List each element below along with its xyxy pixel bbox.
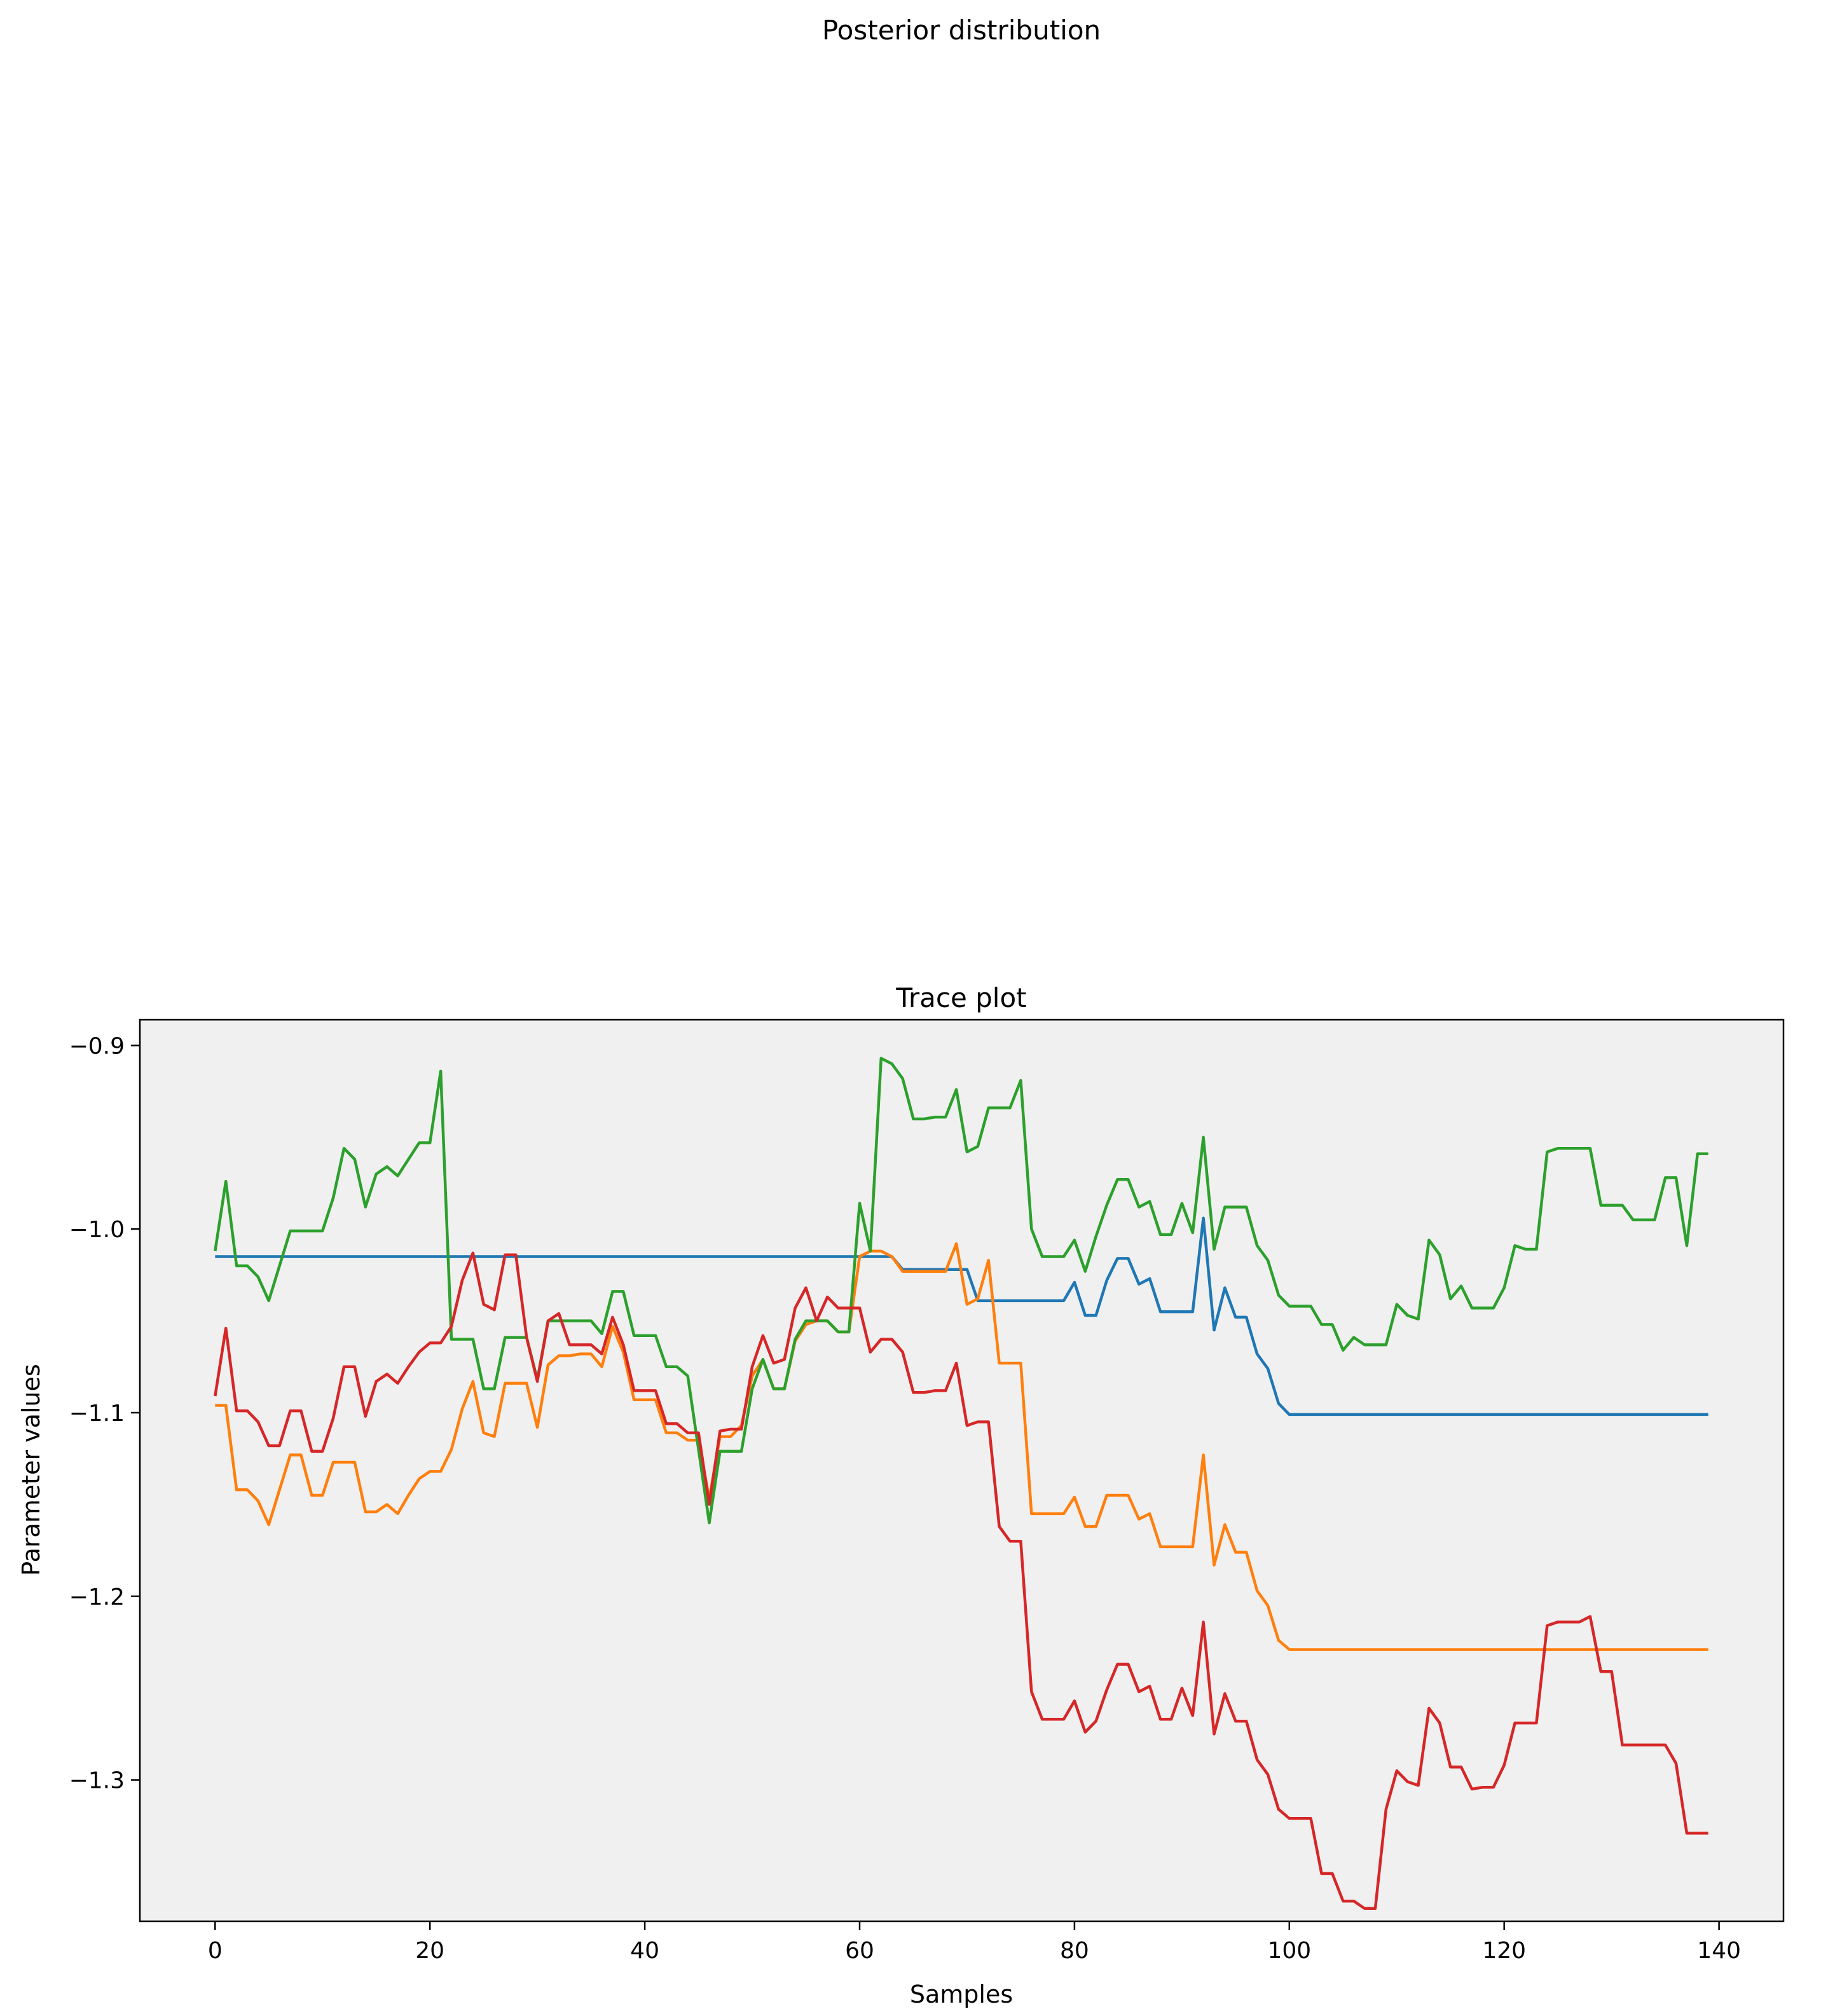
x-tick-label: 0 [208,1938,223,1964]
x-tick-label: 40 [630,1938,659,1964]
series-line-2 [215,1242,1708,1651]
y-tick-label: −1.3 [69,1768,125,1794]
x-tick-label: 80 [1060,1938,1089,1964]
x-tick-label: 20 [415,1938,444,1964]
x-tick-label: 140 [1697,1938,1741,1964]
y-axis-label: Parameter values [17,1364,45,1575]
x-tick-label: 100 [1267,1938,1311,1964]
x-axis-ticks: 0 20 40 60 80 100 120 140 [208,1921,1741,1964]
y-tick-label: −1.2 [69,1584,125,1610]
x-tick-label: 60 [845,1938,874,1964]
y-tick-label: −0.9 [69,1033,125,1059]
y-axis-ticks: −0.9 −1.0 −1.1 −1.2 −1.3 [69,1033,140,1794]
plot-frame [139,1018,1785,1923]
y-tick-label: −1.1 [69,1401,125,1427]
y-tick-label: −1.0 [69,1217,125,1243]
series-layer [214,1057,1708,1910]
series-line-4 [214,1251,1708,1910]
x-tick-label: 120 [1482,1938,1526,1964]
figure-suptitle: Posterior distribution [822,15,1101,46]
plot-area [140,1020,1783,1921]
chart-title: Trace plot [895,982,1026,1013]
x-axis-label: Samples [910,1980,1013,2008]
series-line-3 [214,1057,1708,1525]
